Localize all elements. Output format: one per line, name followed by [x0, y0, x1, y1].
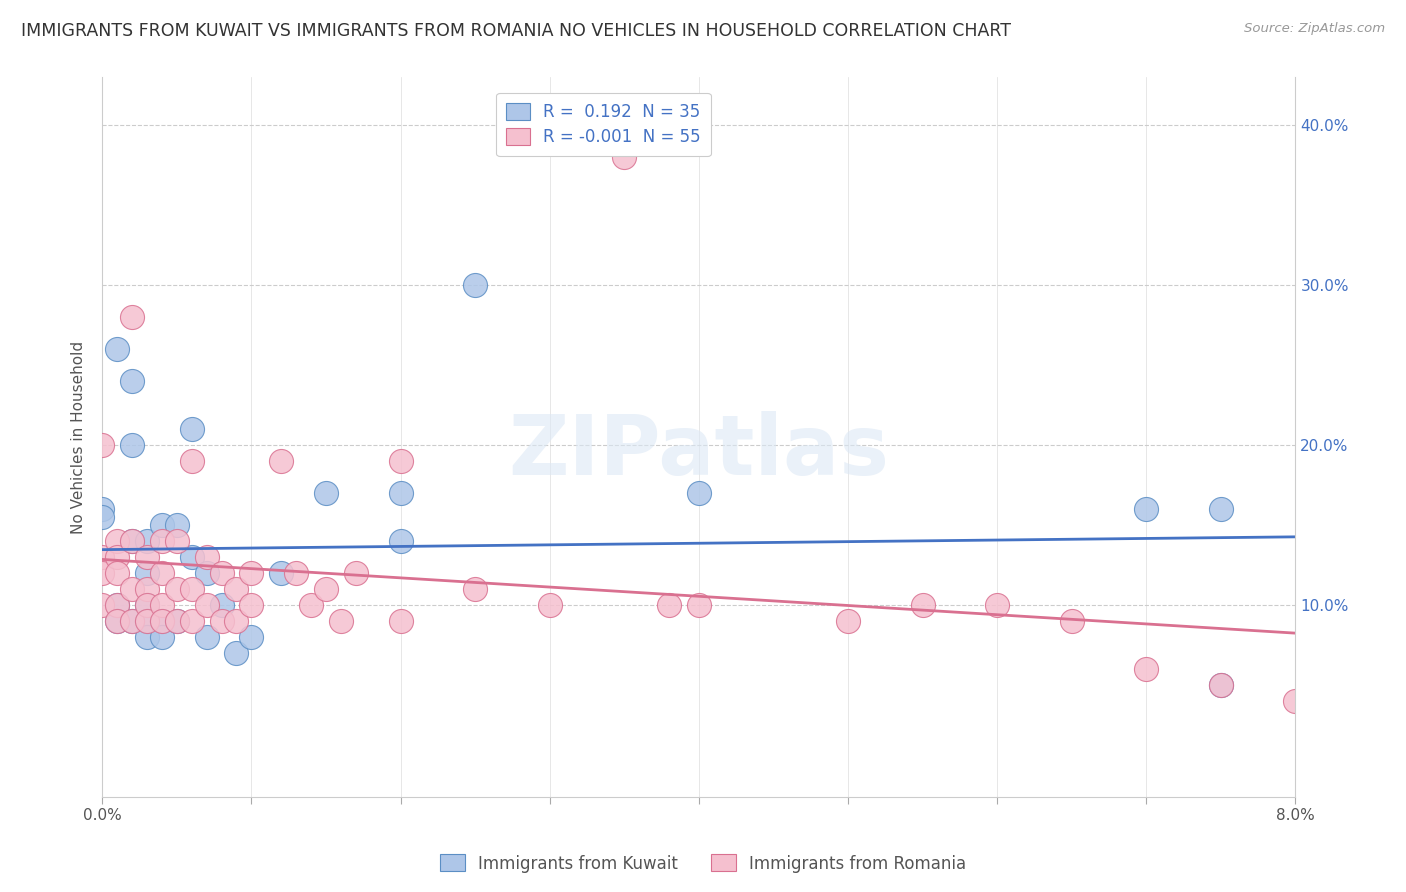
Point [211, 566, 233, 580]
Point [91, 549, 114, 564]
Point [121, 374, 143, 388]
Point [180, 549, 202, 564]
Point [121, 310, 143, 325]
Point [91, 566, 114, 580]
Point [270, 454, 292, 468]
Point [105, 566, 128, 580]
Point [911, 598, 934, 612]
Point [225, 646, 247, 660]
Point [91, 502, 114, 516]
Y-axis label: No Vehicles in Household: No Vehicles in Household [72, 341, 86, 533]
Point [91, 510, 114, 524]
Point [136, 598, 159, 612]
Point [121, 614, 143, 628]
Point [240, 566, 263, 580]
Point [613, 150, 636, 164]
Point [837, 614, 859, 628]
Point [1209, 678, 1232, 692]
Point [136, 533, 159, 548]
Point [344, 566, 367, 580]
Point [1209, 678, 1232, 692]
Point [166, 582, 188, 596]
Point [225, 582, 247, 596]
Point [136, 614, 159, 628]
Text: ZIPatlas: ZIPatlas [509, 411, 890, 492]
Point [180, 582, 202, 596]
Point [150, 630, 173, 644]
Point [91, 438, 114, 452]
Point [166, 614, 188, 628]
Point [464, 278, 486, 293]
Point [329, 614, 352, 628]
Point [121, 438, 143, 452]
Point [105, 614, 128, 628]
Point [464, 582, 486, 596]
Point [105, 614, 128, 628]
Point [150, 533, 173, 548]
Legend: R =  0.192  N = 35, R = -0.001  N = 55: R = 0.192 N = 35, R = -0.001 N = 55 [496, 93, 710, 156]
Point [136, 630, 159, 644]
Point [195, 630, 218, 644]
Point [105, 598, 128, 612]
Point [166, 614, 188, 628]
Point [658, 598, 681, 612]
Point [150, 614, 173, 628]
Point [180, 454, 202, 468]
Point [121, 533, 143, 548]
Text: IMMIGRANTS FROM KUWAIT VS IMMIGRANTS FROM ROMANIA NO VEHICLES IN HOUSEHOLD CORRE: IMMIGRANTS FROM KUWAIT VS IMMIGRANTS FRO… [21, 22, 1011, 40]
Legend: Immigrants from Kuwait, Immigrants from Romania: Immigrants from Kuwait, Immigrants from … [433, 847, 973, 880]
Point [121, 614, 143, 628]
Point [688, 486, 710, 500]
Point [389, 533, 412, 548]
Point [240, 598, 263, 612]
Point [538, 598, 561, 612]
Point [136, 598, 159, 612]
Point [1135, 502, 1157, 516]
Point [136, 549, 159, 564]
Point [211, 614, 233, 628]
Point [150, 566, 173, 580]
Point [166, 533, 188, 548]
Point [195, 549, 218, 564]
Point [166, 518, 188, 533]
Point [136, 614, 159, 628]
Point [389, 486, 412, 500]
Point [180, 614, 202, 628]
Point [150, 614, 173, 628]
Point [270, 566, 292, 580]
Point [688, 598, 710, 612]
Point [315, 486, 337, 500]
Point [121, 582, 143, 596]
Point [211, 598, 233, 612]
Point [121, 533, 143, 548]
Point [1284, 694, 1306, 708]
Point [225, 614, 247, 628]
Point [1209, 502, 1232, 516]
Point [315, 582, 337, 596]
Point [150, 518, 173, 533]
Point [986, 598, 1008, 612]
Point [1135, 662, 1157, 676]
Point [389, 614, 412, 628]
Point [136, 566, 159, 580]
Point [1060, 614, 1083, 628]
Point [150, 598, 173, 612]
Point [389, 454, 412, 468]
Text: Source: ZipAtlas.com: Source: ZipAtlas.com [1244, 22, 1385, 36]
Point [105, 598, 128, 612]
Point [105, 342, 128, 356]
Point [180, 422, 202, 436]
Point [285, 566, 308, 580]
Point [299, 598, 322, 612]
Point [105, 549, 128, 564]
Point [91, 598, 114, 612]
Point [195, 566, 218, 580]
Point [136, 582, 159, 596]
Point [195, 598, 218, 612]
Point [240, 630, 263, 644]
Point [105, 533, 128, 548]
